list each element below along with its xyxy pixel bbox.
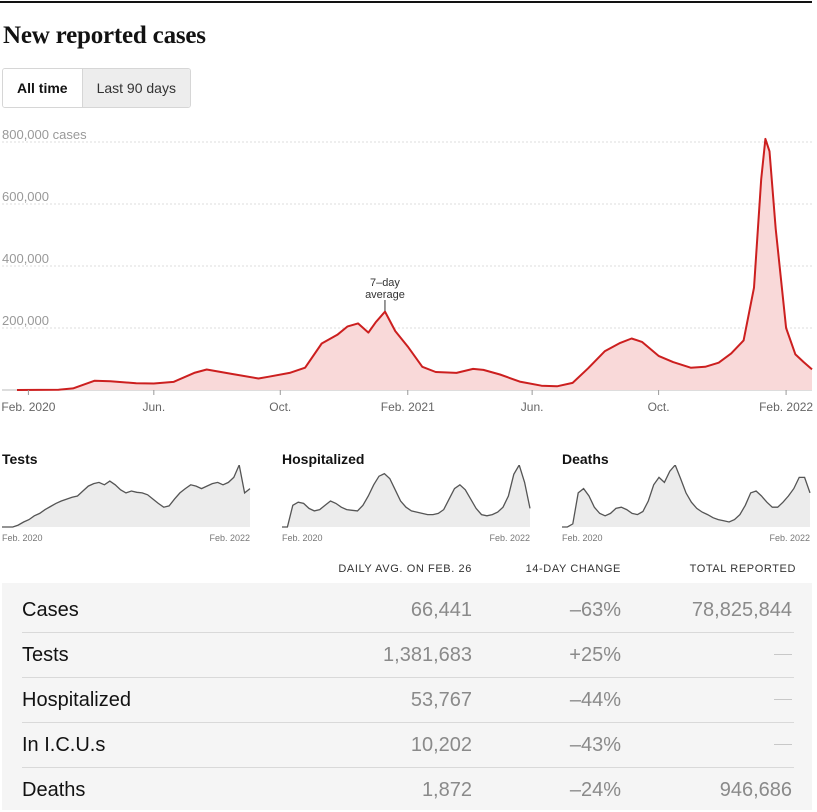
annotation-label: average — [365, 289, 405, 301]
mini-chart-x-end: Feb. 2022 — [769, 533, 810, 543]
row-total: 78,825,844 — [691, 599, 792, 621]
top-rule — [0, 1, 812, 3]
row-change: –44% — [569, 689, 621, 711]
mini-chart-x-start: Feb. 2020 — [282, 533, 323, 543]
row-total-empty-dash — [774, 699, 792, 700]
table-row: Hospitalized 53,767 –44% — [22, 677, 794, 723]
x-tick-label: Feb. 2020 — [1, 400, 55, 414]
y-tick-label: 600,000 — [2, 189, 49, 204]
mini-chart-line — [282, 465, 531, 528]
header-total-reported: TOTAL REPORTED — [689, 563, 796, 575]
header-daily-avg: DAILY AVG. ON FEB. 26 — [338, 563, 472, 575]
row-daily-avg: 1,872 — [421, 779, 472, 801]
row-change: –63% — [569, 599, 621, 621]
row-name: In I.C.U.s — [22, 734, 106, 756]
mini-chart-area — [282, 465, 530, 527]
y-tick-label: 200,000 — [2, 313, 49, 328]
x-tick-label: Feb. 2022 — [759, 400, 813, 414]
table-row: Deaths 1,872 –24% 946,686 — [22, 767, 794, 812]
y-tick-label: 400,000 — [2, 251, 49, 266]
x-tick-label: Jun. — [142, 400, 165, 414]
row-change: –43% — [569, 734, 621, 756]
row-daily-avg: 53,767 — [410, 689, 472, 711]
mini-chart-deaths: Feb. 2020 Feb. 2022 — [562, 465, 811, 543]
mini-chart-x-end: Feb. 2022 — [209, 533, 250, 543]
page-title: New reported cases — [3, 22, 206, 49]
cases-area — [17, 138, 812, 390]
mini-chart-title-tests: Tests — [2, 451, 38, 467]
row-change: +25% — [569, 644, 621, 666]
annotation-label: 7–day — [370, 277, 400, 289]
tab-last-90-days[interactable]: Last 90 days — [82, 69, 190, 107]
mini-chart-title-hospitalized: Hospitalized — [282, 451, 365, 467]
mini-chart-line — [2, 465, 251, 528]
mini-charts: Feb. 2020 Feb. 2022 Feb. 2020 Feb. 2022 Feb.… — [2, 465, 811, 543]
mini-chart-x-end: Feb. 2022 — [489, 533, 530, 543]
row-total: 946,686 — [719, 779, 792, 801]
cases-7day-average-line — [16, 137, 813, 391]
row-change: –24% — [569, 779, 621, 801]
mini-chart-title-deaths: Deaths — [562, 451, 609, 467]
row-name: Hospitalized — [22, 689, 131, 711]
mini-chart-x-start: Feb. 2020 — [2, 533, 43, 543]
mini-chart-tests: Feb. 2020 Feb. 2022 — [2, 465, 251, 543]
row-total-empty-dash — [774, 654, 792, 655]
row-total-empty-dash — [774, 744, 792, 745]
row-daily-avg: 66,441 — [410, 599, 472, 621]
x-tick-label: Oct. — [269, 400, 291, 414]
mini-chart-line — [562, 465, 811, 528]
y-tick-label: 800,000 cases — [2, 127, 87, 142]
row-daily-avg: 1,381,683 — [383, 644, 472, 666]
cases-area-chart: 800,000 cases 600,000 400,000 200,000 Feb. … — [1, 127, 813, 414]
table-row: Tests 1,381,683 +25% — [22, 632, 794, 678]
mini-chart-x-start: Feb. 2020 — [562, 533, 603, 543]
row-name: Tests — [22, 644, 69, 666]
row-name: Cases — [22, 599, 79, 621]
time-range-tabs: All time Last 90 days — [2, 68, 191, 108]
header-14-day-change: 14-DAY CHANGE — [525, 563, 621, 575]
tab-all-time[interactable]: All time — [3, 69, 83, 107]
mini-chart-area — [562, 465, 810, 527]
row-daily-avg: 10,202 — [410, 734, 472, 756]
x-tick-label: Oct. — [648, 400, 670, 414]
row-name: Deaths — [22, 779, 86, 801]
x-tick-label: Jun. — [521, 400, 544, 414]
mini-chart-hospitalized: Feb. 2020 Feb. 2022 — [282, 465, 531, 543]
stats-table: Cases 66,441 –63% 78,825,844 Tests 1,381… — [2, 583, 812, 810]
table-row: Cases 66,441 –63% 78,825,844 — [22, 587, 794, 633]
mini-chart-area — [2, 465, 250, 527]
x-tick-label: Feb. 2021 — [381, 400, 435, 414]
table-row: In I.C.U.s 10,202 –43% — [22, 722, 794, 768]
